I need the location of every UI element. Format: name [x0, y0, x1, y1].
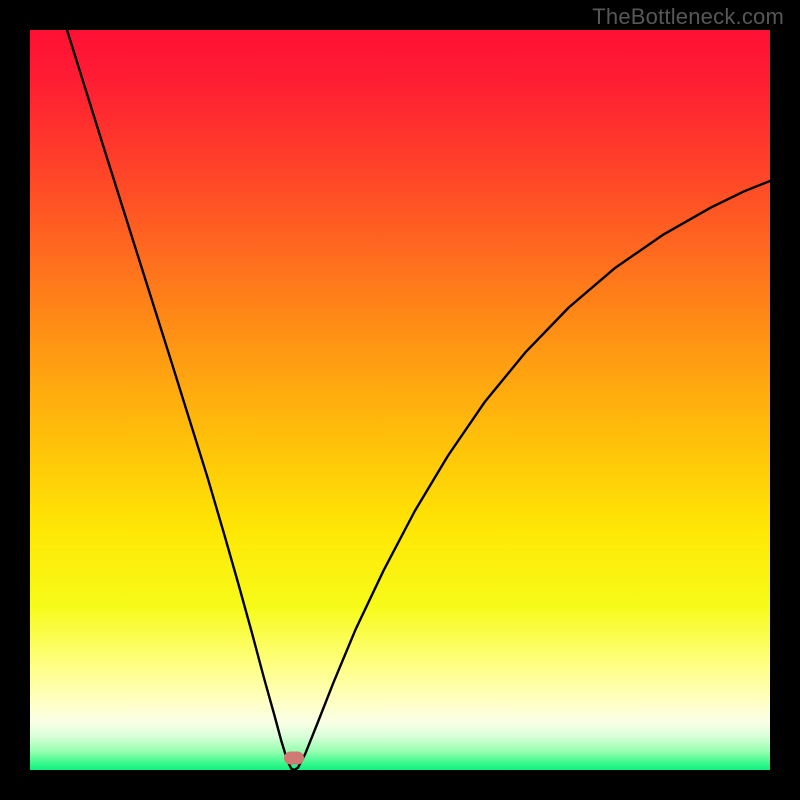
optimal-point-marker: [284, 752, 304, 765]
watermark-text: TheBottleneck.com: [592, 4, 784, 30]
plot-area: [30, 30, 770, 770]
bottleneck-curve: [30, 30, 770, 770]
